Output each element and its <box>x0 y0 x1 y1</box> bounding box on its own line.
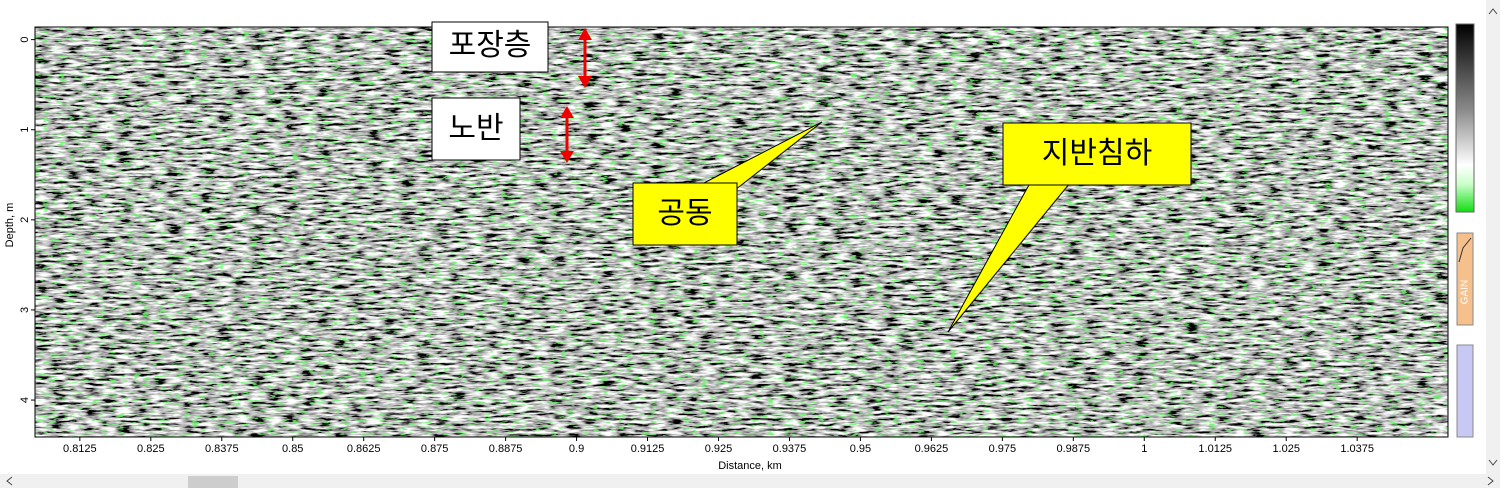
x-tick-label: 0.925 <box>705 443 733 455</box>
filter-button[interactable] <box>1456 344 1474 438</box>
x-tick-label: 1.025 <box>1272 443 1300 455</box>
label-box <box>431 97 521 161</box>
x-tick-label: 0.95 <box>850 443 871 455</box>
callout-box <box>1002 122 1192 186</box>
x-tick-label: 0.85 <box>282 443 303 455</box>
x-tick-label: 0.825 <box>137 443 165 455</box>
x-axis-label: Distance, km <box>718 460 782 472</box>
callout-box <box>632 182 738 246</box>
x-tick-label: 1.0375 <box>1340 443 1374 455</box>
thickness-arrow <box>560 28 592 163</box>
gain-button[interactable]: GAIN <box>1456 232 1474 326</box>
plot-frame <box>34 26 1449 438</box>
x-tick-label: 0.8875 <box>489 443 523 455</box>
annotation: 지반침하 <box>1042 137 1152 170</box>
x-tick-label: 0.8375 <box>205 443 239 455</box>
annotations: 포장층 노반 공동 지반침하 <box>431 21 1192 333</box>
y-tick-label: 1 <box>19 127 31 133</box>
annotation: 포장층 <box>449 29 532 62</box>
annotation: 공동 <box>657 197 712 230</box>
y-tick-label: 3 <box>19 307 31 313</box>
y-tick-label: 2 <box>19 217 31 223</box>
x-tick-label: 0.9125 <box>631 443 665 455</box>
radargram-image <box>35 27 1448 437</box>
y-axis-label: Depth, m <box>4 203 16 248</box>
gain-label: GAIN <box>1460 280 1471 304</box>
x-tick-label: 0.8125 <box>63 443 97 455</box>
x-tick-label: 0.975 <box>989 443 1017 455</box>
label-box <box>431 21 549 73</box>
x-tick-label: 0.9 <box>569 443 584 455</box>
y-tick-label: 4 <box>19 397 31 403</box>
x-tick-label: 1.0125 <box>1198 443 1232 455</box>
vertical-scrollbar[interactable] <box>1486 0 1500 474</box>
x-tick-label: 0.9875 <box>1056 443 1090 455</box>
annotation: 노반 <box>448 112 503 145</box>
x-tick-label: 0.8625 <box>347 443 381 455</box>
x-tick-label: 1 <box>1141 443 1147 455</box>
axes: 0.8125 0.825 0.8375 0.85 0.8625 0.875 0.8875 0.… <box>19 37 1374 455</box>
horizontal-scrollbar[interactable] <box>0 474 1500 488</box>
color-bar <box>1455 23 1475 213</box>
x-tick-label: 0.9375 <box>773 443 807 455</box>
y-tick-label: 0 <box>19 37 31 43</box>
x-tick-label: 0.9625 <box>915 443 949 455</box>
x-tick-label: 0.875 <box>421 443 449 455</box>
